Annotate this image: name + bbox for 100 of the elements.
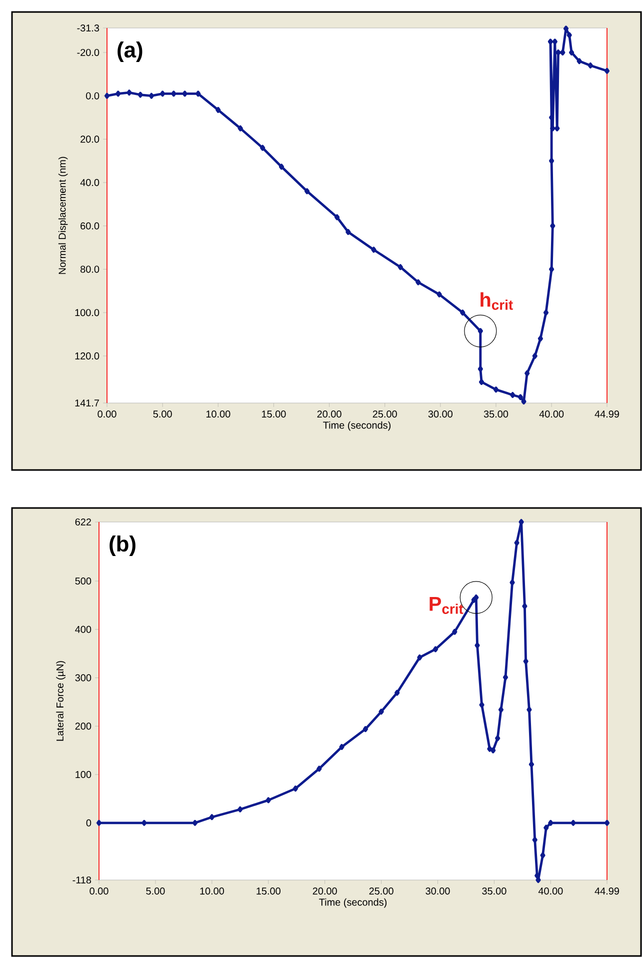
point xyxy=(378,708,384,715)
point xyxy=(138,92,143,98)
point xyxy=(576,58,582,64)
point xyxy=(487,746,492,752)
y-tick-label: 120.0 xyxy=(75,352,100,360)
y-tick-label: 400 xyxy=(75,626,92,633)
point xyxy=(362,726,368,732)
point xyxy=(394,690,400,696)
y-tick-label: -31.3 xyxy=(77,24,100,32)
point xyxy=(192,820,198,826)
point xyxy=(522,603,528,610)
point xyxy=(540,852,546,858)
y-tick-label: 141.7 xyxy=(75,400,99,406)
y-axis-title: Normal Displacement (nm) xyxy=(58,156,68,274)
x-tick-label: 0.00 xyxy=(98,410,116,418)
point xyxy=(510,392,516,398)
point xyxy=(604,68,610,74)
point xyxy=(417,654,422,660)
point xyxy=(524,370,530,376)
x-tick-label: 15.00 xyxy=(256,888,280,895)
x-axis-title: Time (seconds) xyxy=(323,421,391,431)
point xyxy=(498,706,504,713)
point xyxy=(260,144,266,151)
point xyxy=(514,540,520,546)
point xyxy=(554,125,560,132)
x-tick-label: 10.00 xyxy=(206,410,230,418)
y-tick-label: 622 xyxy=(75,518,91,526)
x-tick-label: 10.00 xyxy=(200,888,224,895)
point xyxy=(518,518,524,525)
point xyxy=(316,766,322,772)
point xyxy=(510,579,515,586)
x-tick-label: 35.00 xyxy=(482,888,506,895)
point xyxy=(416,279,421,286)
y-axis-title: Lateral Force (µN) xyxy=(56,661,66,741)
point xyxy=(104,92,110,99)
point xyxy=(543,310,549,316)
point xyxy=(532,352,538,359)
x-tick-label: 5.00 xyxy=(146,888,165,895)
point xyxy=(474,642,480,648)
point xyxy=(495,735,500,742)
point xyxy=(171,90,176,97)
y-tick-label: 60.0 xyxy=(80,222,100,230)
point xyxy=(526,706,532,713)
y-tick-label: 500 xyxy=(75,577,92,585)
point xyxy=(160,90,166,97)
annotation: (a) xyxy=(118,42,142,62)
y-tick-label: 0.0 xyxy=(86,92,100,100)
point xyxy=(538,336,543,342)
point xyxy=(142,820,147,826)
point xyxy=(238,125,243,132)
point xyxy=(398,264,403,270)
point xyxy=(532,836,538,843)
point xyxy=(432,646,438,652)
point xyxy=(182,90,188,97)
x-tick-label: 25.00 xyxy=(369,888,394,895)
point xyxy=(560,49,566,56)
x-tick-label: 30.00 xyxy=(428,410,452,418)
point xyxy=(570,820,576,826)
y-tick-label: -118 xyxy=(72,876,92,884)
annotation: P$_{crit}$ xyxy=(430,597,464,614)
y-tick-label: -20.0 xyxy=(77,48,100,56)
y-tick-label: 20.0 xyxy=(80,136,100,143)
x-tick-label: 35.00 xyxy=(484,410,508,418)
point xyxy=(436,291,442,298)
point xyxy=(548,820,554,826)
point xyxy=(549,266,554,272)
point xyxy=(96,820,102,826)
point xyxy=(292,786,298,792)
x-tick-label: 15.00 xyxy=(262,410,286,418)
x-tick-label: 30.00 xyxy=(426,888,450,895)
annotation: (b) xyxy=(110,536,136,556)
y-tick-label: 40.0 xyxy=(80,179,100,186)
point xyxy=(334,214,340,220)
point xyxy=(116,90,121,97)
point xyxy=(452,628,458,635)
point xyxy=(550,222,556,229)
point xyxy=(460,310,466,316)
point xyxy=(339,744,344,750)
x-tick-label: 44.99 xyxy=(594,888,620,895)
x-tick-label: 20.00 xyxy=(312,888,337,895)
y-tick-label: 80.0 xyxy=(80,266,100,273)
x-tick-label: 44.99 xyxy=(594,410,620,418)
annotation: h$_{crit}$ xyxy=(480,292,513,310)
y-tick-label: 100 xyxy=(76,771,92,778)
x-tick-label: 40.00 xyxy=(539,410,564,418)
x-tick-label: 25.00 xyxy=(372,410,397,418)
point xyxy=(502,674,508,680)
x-axis-title: Time (seconds) xyxy=(319,898,387,908)
y-tick-label: 100.0 xyxy=(75,309,100,316)
point xyxy=(216,106,221,113)
x-tick-label: 5.00 xyxy=(153,410,172,418)
y-tick-label: 0 xyxy=(86,819,92,826)
point xyxy=(346,228,351,235)
point xyxy=(518,394,523,400)
point xyxy=(556,49,561,56)
x-tick-label: 40.00 xyxy=(538,888,563,895)
point xyxy=(490,747,496,754)
point xyxy=(588,62,593,68)
y-tick-label: 300 xyxy=(75,674,92,682)
point xyxy=(604,820,610,826)
